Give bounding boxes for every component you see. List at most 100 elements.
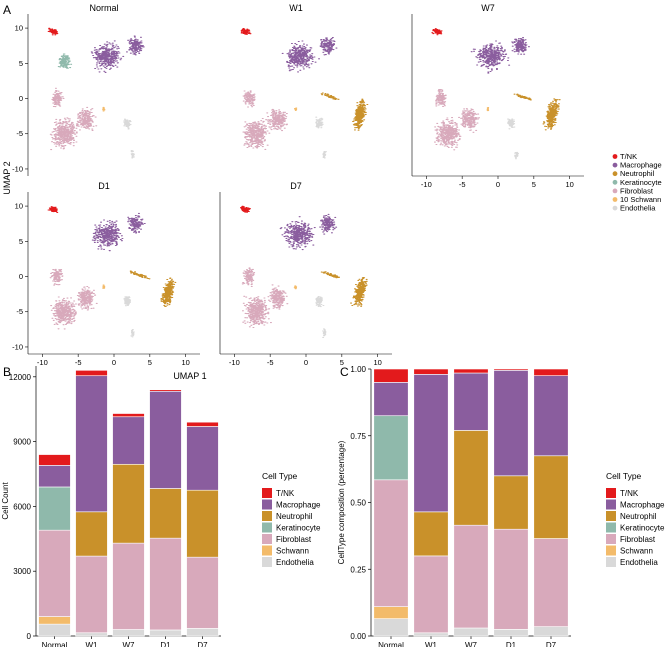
umap-panel-w1: W1 (240, 3, 369, 159)
bar-segment-t-nk-w7 (112, 413, 145, 418)
umap-x-tick-label: 0 (496, 180, 500, 189)
x-tick-label: D1 (506, 641, 517, 647)
umap-panel-normal: Normal 10 5 0 -5 -10 (12, 3, 145, 176)
bar-segment-neutrophil-d1 (493, 475, 529, 530)
umap-legend-label: Keratinocyte (620, 178, 662, 187)
legend-label: Neutrophil (276, 512, 313, 521)
bar-segment-macrophage-d1 (149, 390, 182, 489)
bar-segment-t-nk-normal (38, 454, 71, 466)
umap-x-tick-label: -10 (229, 358, 240, 367)
legend-label: Macrophage (276, 501, 321, 510)
umap-legend-swatch (612, 179, 618, 185)
bar-segment-fibroblast-d1 (149, 537, 182, 631)
y-tick-label: 3000 (13, 567, 31, 576)
umap-x-tick-label: 5 (148, 358, 152, 367)
bar-segment-keratinocyte-normal (373, 415, 409, 481)
bar-segment-t-nk-w7 (453, 368, 489, 374)
umap-x-tick-label: -5 (75, 358, 82, 367)
x-tick-label: D7 (197, 641, 208, 647)
umap-point-cloud (470, 36, 530, 74)
legend-label: Keratinocyte (620, 524, 665, 533)
umap-y-tick-label: 5 (19, 59, 23, 68)
y-tick-label: 1.00 (350, 365, 366, 374)
bar-segment-fibroblast-normal (373, 479, 409, 607)
bar-segment-endothelia-d7 (186, 628, 219, 637)
bar-segment-t-nk-d7 (533, 368, 569, 376)
umap-legend-swatch (612, 162, 618, 168)
umap-legend-label: T/NK (620, 152, 637, 161)
bar-segment-endothelia-normal (373, 618, 409, 637)
umap-legend-label: Macrophage (620, 161, 662, 170)
umap-point-cloud (513, 93, 561, 131)
legend-swatch (606, 511, 616, 521)
umap-point-cloud (315, 295, 327, 338)
bar-segment-fibroblast-w1 (413, 555, 449, 634)
umap-x-tick-label: -10 (421, 180, 432, 189)
x-tick-label: W7 (123, 641, 136, 647)
y-tick-label: 9000 (13, 438, 31, 447)
umap-point-cloud (123, 118, 136, 159)
umap-panel-title: Normal (89, 3, 118, 13)
umap-y-tick-label: 10 (15, 24, 23, 33)
bar-segment-t-nk-normal (373, 368, 409, 383)
bar-segment-t-nk-w1 (75, 370, 108, 377)
bar-segment-fibroblast-d7 (186, 556, 219, 629)
umap-y-axis-top: 10 5 0 -5 -10 (12, 14, 29, 176)
umap-y-tick-label: -10 (12, 164, 23, 173)
umap-legend: T/NKMacrophageNeutrophilKeratinocyteFibr… (612, 152, 662, 213)
umap-x-axis-label: UMAP 1 (173, 371, 206, 381)
umap-y-tick-label: 0 (19, 272, 23, 281)
umap-point-cloud (433, 88, 481, 151)
umap-legend-swatch (612, 154, 618, 159)
umap-y-tick-label: 5 (19, 237, 23, 246)
legend-label: Schwann (276, 547, 309, 556)
x-tick-label: W7 (465, 641, 478, 647)
x-tick-label: Normal (42, 641, 68, 647)
umap-legend-swatch (612, 188, 618, 194)
legend-label: T/NK (620, 489, 639, 498)
umap-y-tick-label: 0 (19, 94, 23, 103)
x-tick-label: Normal (378, 641, 404, 647)
bar-segment-endothelia-w1 (75, 632, 108, 637)
umap-x-tick-label: -5 (459, 180, 466, 189)
legend-label: Fibroblast (620, 535, 656, 544)
x-tick-label: W1 (86, 641, 99, 647)
umap-legend-label: Endothelia (620, 204, 656, 213)
umap-y-tick-label: 10 (15, 202, 23, 211)
bar-segment-endothelia-d7 (533, 626, 569, 637)
y-tick-label: 0 (27, 632, 32, 641)
umap-y-tick-label: -5 (16, 307, 23, 316)
umap-point-cloud (47, 27, 59, 36)
legend-swatch (262, 488, 272, 498)
legend-title: Cell Type (606, 471, 642, 481)
legend-label: Endothelia (620, 558, 658, 567)
bar-segment-neutrophil-d7 (186, 489, 219, 558)
umap-x-tick-label: 10 (373, 358, 381, 367)
legend-swatch (606, 499, 616, 510)
y-axis-label: CellType composition (percentage) (337, 440, 346, 564)
umap-point-cloud (320, 271, 368, 307)
umap-legend-label: 10 Schwann (620, 195, 661, 204)
umap-x-tick-label: 10 (181, 358, 189, 367)
umap-axes: -10 -5 0 5 10 10 5 0 -5 -10 (12, 192, 200, 367)
legend-swatch (606, 557, 616, 567)
bar-segment-macrophage-normal (38, 465, 71, 488)
umap-point-cloud (279, 213, 338, 251)
umap-point-cloud (486, 107, 490, 112)
x-tick-label: D7 (546, 641, 557, 647)
umap-x-tick-label: 0 (304, 358, 308, 367)
umap-panel-d1: D1 -10 -5 0 5 10 10 5 0 -5 -10 (12, 181, 200, 367)
umap-y-tick-label: -10 (12, 342, 23, 351)
bar-segment-schwann-normal (38, 616, 71, 625)
umap-point-cloud (49, 268, 98, 330)
bar-segment-macrophage-w7 (453, 372, 489, 431)
legend-label: Keratinocyte (276, 524, 321, 533)
bar-segment-t-nk-d1 (149, 389, 182, 392)
umap-point-cloud (507, 118, 520, 160)
bar-segment-t-nk-w1 (413, 368, 449, 375)
legend-swatch (262, 557, 272, 567)
bar-segment-fibroblast-normal (38, 529, 71, 617)
legend-label: T/NK (276, 489, 295, 498)
umap-point-cloud (47, 206, 59, 213)
